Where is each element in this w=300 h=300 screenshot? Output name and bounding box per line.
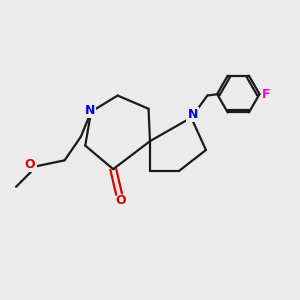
Text: N: N (188, 108, 198, 121)
Text: O: O (25, 158, 35, 171)
Text: F: F (262, 88, 270, 100)
Text: O: O (115, 194, 126, 207)
Text: N: N (85, 104, 95, 117)
